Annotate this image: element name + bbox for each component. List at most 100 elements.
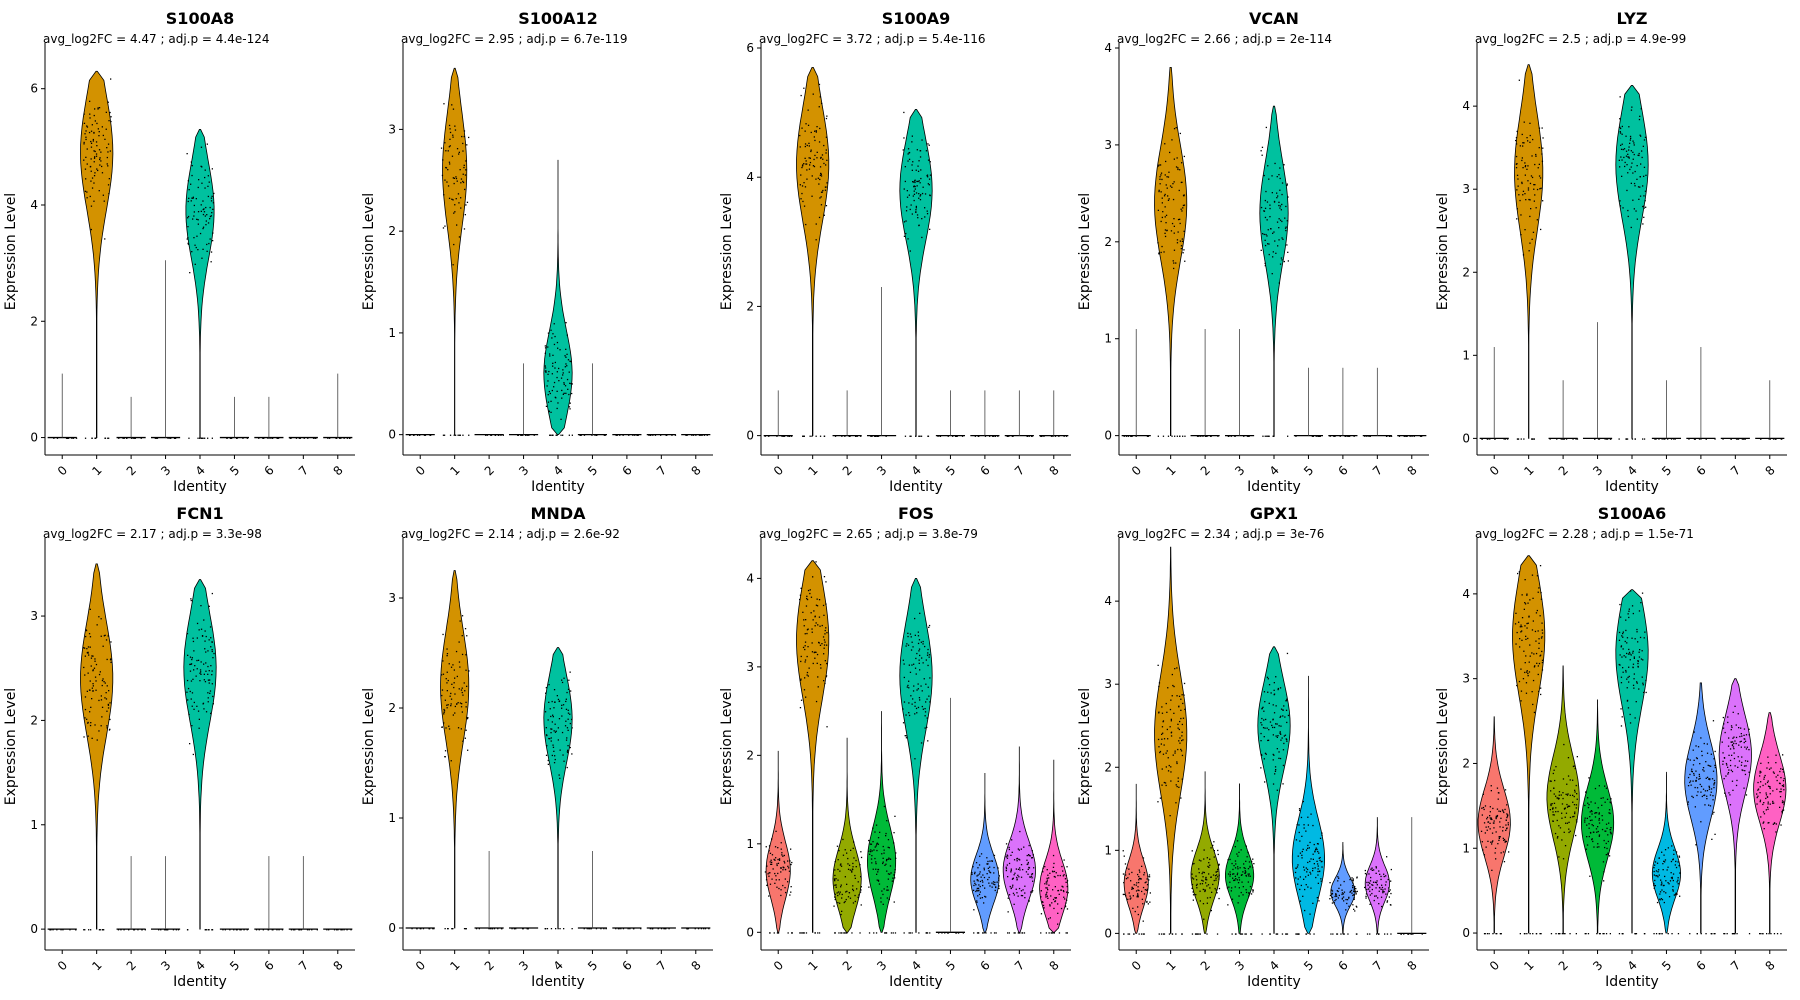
data-point xyxy=(1603,880,1605,882)
data-point xyxy=(346,437,348,439)
data-point xyxy=(1489,817,1491,819)
data-point xyxy=(840,886,842,888)
data-point xyxy=(1321,866,1323,868)
violin-1 xyxy=(80,563,114,930)
data-point xyxy=(1137,893,1139,895)
data-point xyxy=(90,665,92,667)
data-point xyxy=(1658,869,1660,871)
data-point xyxy=(556,376,558,379)
data-point xyxy=(1619,126,1621,128)
data-point xyxy=(916,185,918,187)
data-point xyxy=(1687,758,1689,760)
data-point xyxy=(1605,933,1608,935)
data-point xyxy=(1235,863,1237,865)
data-point xyxy=(1722,760,1724,762)
data-point xyxy=(1230,890,1232,892)
data-point xyxy=(904,180,906,183)
data-point xyxy=(1143,874,1145,876)
data-point xyxy=(1603,839,1605,842)
data-point xyxy=(144,929,146,931)
data-point xyxy=(187,215,190,218)
data-point xyxy=(778,858,781,860)
data-point xyxy=(694,928,696,930)
data-point xyxy=(1336,933,1339,935)
data-point xyxy=(1162,211,1164,213)
data-point xyxy=(1708,765,1711,767)
data-point xyxy=(1744,770,1746,772)
data-point xyxy=(920,742,923,744)
data-point xyxy=(1385,881,1387,883)
data-point xyxy=(820,191,823,193)
data-point xyxy=(565,739,568,741)
data-point xyxy=(840,913,842,916)
data-point xyxy=(917,706,920,709)
data-point xyxy=(423,434,426,436)
data-point xyxy=(928,654,931,656)
data-point xyxy=(1677,883,1679,885)
data-point xyxy=(1779,806,1781,808)
data-point xyxy=(1604,830,1606,832)
data-point xyxy=(842,854,845,856)
data-point xyxy=(1769,803,1771,805)
data-point xyxy=(819,435,822,437)
data-point xyxy=(1380,888,1382,890)
data-point xyxy=(1735,438,1738,440)
data-point xyxy=(808,667,810,669)
data-point xyxy=(1412,933,1414,935)
data-point xyxy=(814,616,816,618)
data-point xyxy=(1672,859,1674,861)
data-point xyxy=(708,928,710,930)
data-point xyxy=(456,180,458,182)
data-point xyxy=(107,635,109,637)
data-point xyxy=(1727,745,1730,747)
data-point xyxy=(1281,237,1283,239)
data-point xyxy=(1021,895,1024,897)
data-point xyxy=(93,175,96,177)
data-point xyxy=(801,165,804,167)
data-point xyxy=(442,434,445,436)
data-point xyxy=(1286,183,1288,185)
data-point xyxy=(1127,877,1129,879)
data-point xyxy=(978,435,980,437)
data-point xyxy=(1626,642,1628,644)
data-point xyxy=(1619,200,1621,202)
data-point xyxy=(1238,879,1241,881)
data-point xyxy=(838,893,841,895)
x-tick-label: 0 xyxy=(413,463,428,478)
data-point xyxy=(102,194,104,196)
data-point xyxy=(186,153,188,155)
data-point xyxy=(1209,858,1211,860)
data-point xyxy=(1272,726,1274,729)
data-point xyxy=(1740,727,1742,729)
data-point xyxy=(922,186,924,188)
data-point xyxy=(189,743,191,745)
data-point xyxy=(1049,872,1051,874)
data-point xyxy=(1735,736,1738,739)
data-point xyxy=(1164,782,1167,784)
data-point xyxy=(1505,824,1507,826)
x-tick-label: 3 xyxy=(158,958,173,973)
data-point xyxy=(1523,438,1525,440)
data-point xyxy=(1490,817,1492,819)
data-point xyxy=(1568,805,1571,807)
data-point xyxy=(1679,872,1681,874)
data-point xyxy=(1619,96,1621,98)
data-point xyxy=(1198,859,1201,861)
data-point xyxy=(846,890,848,892)
data-point xyxy=(137,929,139,931)
data-point xyxy=(1236,874,1238,876)
data-point xyxy=(1555,807,1557,809)
data-point xyxy=(807,646,809,648)
data-point xyxy=(814,657,816,659)
data-point xyxy=(1632,140,1634,142)
data-point xyxy=(663,928,665,930)
data-point xyxy=(1020,894,1023,897)
data-point xyxy=(1537,630,1539,632)
data-point xyxy=(208,682,210,684)
data-point xyxy=(455,198,457,200)
data-point xyxy=(1045,893,1048,895)
x-tick-label: 3 xyxy=(1590,463,1605,478)
data-point xyxy=(1587,933,1590,935)
data-point xyxy=(1010,871,1012,873)
data-point xyxy=(618,928,620,930)
